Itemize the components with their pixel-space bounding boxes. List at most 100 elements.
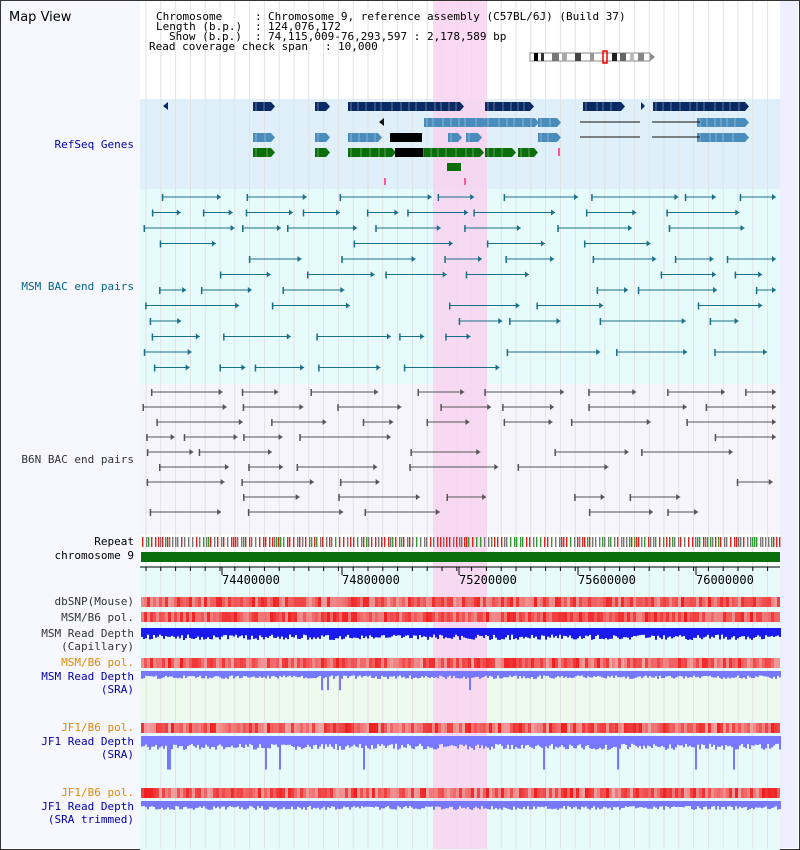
track-label-b6n-bac[interactable]: B6N BAC end pairs [21, 453, 134, 466]
polymorphism-cell [534, 612, 537, 622]
polymorphism-cell [549, 788, 552, 798]
msm-bac-pair-end [159, 287, 161, 294]
track-label-msm-depth-cap[interactable]: MSM Read Depth [41, 627, 134, 640]
read-depth-bar [243, 671, 245, 677]
polymorphism-cell [354, 612, 357, 622]
polymorphism-cell [237, 723, 240, 733]
polymorphism-cell [234, 658, 237, 668]
polymorphism-cell [561, 788, 564, 798]
read-depth-bar [663, 671, 665, 679]
track-label-msm-b6-pol-1[interactable]: MSM/B6 pol. [61, 611, 134, 624]
track-label-msm-bac[interactable]: MSM BAC end pairs [21, 280, 134, 293]
read-depth-bar [205, 628, 207, 640]
read-depth-bar [219, 671, 221, 678]
track-label-jf1-b6-pol-1[interactable]: JF1/B6 pol. [61, 721, 134, 734]
polymorphism-cell [762, 788, 765, 798]
track-label-jf1-b6-pol-2[interactable]: JF1/B6 pol. [61, 786, 134, 799]
read-depth-bar [577, 628, 579, 639]
read-depth-bar [471, 736, 473, 749]
polymorphism-cell [408, 612, 411, 622]
read-depth-bar [463, 801, 465, 808]
polymorphism-cell [639, 658, 642, 668]
read-depth-bar [465, 628, 467, 639]
read-depth-bar [361, 671, 363, 678]
polymorphism-cell [741, 723, 744, 733]
msm-bac-pair-end [375, 225, 377, 232]
read-depth-bar [621, 801, 623, 808]
track-label-refseq[interactable]: RefSeq Genes [54, 138, 134, 151]
read-depth-bar [599, 671, 601, 677]
read-depth-bar [499, 736, 501, 744]
track-label-dbsnp[interactable]: dbSNP(Mouse) [54, 595, 134, 608]
read-depth-bar [567, 628, 569, 638]
read-depth-bar [761, 801, 763, 809]
repeat-element [468, 537, 470, 547]
read-depth-bar [599, 736, 601, 748]
polymorphism-cell [366, 597, 369, 607]
polymorphism-cell [429, 788, 432, 798]
read-depth-bar [513, 736, 515, 750]
polymorphism-cell [504, 788, 507, 798]
polymorphism-cell [363, 597, 366, 607]
polymorphism-cell [252, 597, 255, 607]
repeat-element [674, 537, 676, 547]
polymorphism-cell [540, 723, 543, 733]
track-label-chromosome[interactable]: chromosome 9 [54, 549, 134, 562]
read-depth-bar [699, 736, 701, 750]
read-depth-bar [661, 736, 663, 746]
polymorphism-cell [705, 612, 708, 622]
repeat-element [363, 537, 365, 547]
polymorphism-cell [498, 788, 501, 798]
polymorphism-cell [771, 723, 774, 733]
read-depth-bar [441, 671, 443, 677]
polymorphism-cell [195, 612, 198, 622]
polymorphism-cell [261, 597, 264, 607]
polymorphism-cell [228, 658, 231, 668]
b6n-bac-pair-end [560, 389, 565, 395]
polymorphism-cell [435, 788, 438, 798]
read-depth-bar [753, 671, 755, 679]
polymorphism-cell [759, 788, 762, 798]
track-label-msm-depth-sra[interactable]: MSM Read Depth [41, 670, 134, 683]
read-depth-bar [293, 801, 295, 810]
repeat-element [718, 537, 720, 547]
read-depth-bar [653, 736, 655, 745]
read-depth-bar [605, 736, 607, 745]
read-depth-bar [731, 628, 733, 638]
read-depth-bar [367, 628, 369, 639]
track-label-jf1-depth-sra[interactable]: JF1 Read Depth [41, 735, 134, 748]
read-depth-bar [413, 671, 415, 678]
polymorphism-cell [207, 597, 210, 607]
b6n-bac-pair-end [588, 404, 590, 411]
b6n-bac-pair-end [142, 404, 144, 411]
polymorphism-cell [312, 597, 315, 607]
read-depth-bar [325, 736, 327, 745]
read-depth-bar [613, 736, 615, 747]
polymorphism-cell [186, 788, 189, 798]
read-depth-bar [417, 628, 419, 640]
read-depth-bar [585, 628, 587, 636]
track-label-msm-b6-pol-2[interactable]: MSM/B6 pol. [61, 656, 134, 669]
read-depth-bar [683, 671, 685, 679]
polymorphism-cell [327, 788, 330, 798]
read-depth-bar [193, 801, 195, 810]
repeat-element [750, 537, 752, 547]
read-depth-bar [573, 671, 575, 678]
polymorphism-cell [711, 723, 714, 733]
polymorphism-cell [669, 788, 672, 798]
read-depth-bar [723, 671, 725, 678]
read-depth-bar [155, 801, 157, 810]
track-label-repeat[interactable]: Repeat [94, 535, 134, 548]
polymorphism-cell [498, 597, 501, 607]
refseq-gene [447, 163, 461, 171]
track-label-jf1-depth-trim[interactable]: JF1 Read Depth [41, 800, 134, 813]
msm-bac-pair-end [734, 271, 737, 279]
polymorphism-cell [678, 612, 681, 622]
read-depth-bar [511, 628, 513, 635]
ideogram-band [620, 53, 626, 61]
read-depth-bar [777, 671, 779, 676]
gene-strand-arrow [745, 118, 749, 127]
read-depth-bar [635, 801, 637, 809]
polymorphism-cell [288, 788, 291, 798]
